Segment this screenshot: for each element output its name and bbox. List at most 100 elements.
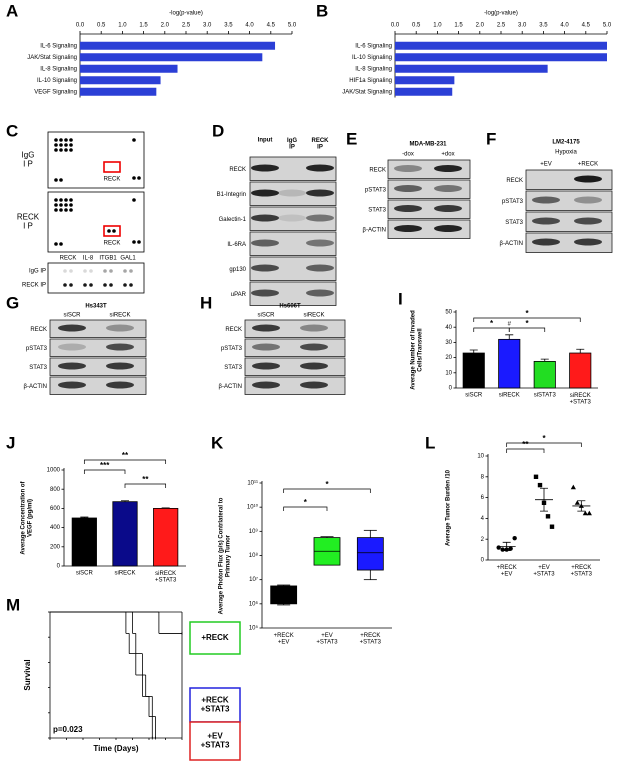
blot-band	[574, 217, 602, 225]
significance-bracket	[506, 448, 545, 453]
highlight-label: RECK	[104, 177, 121, 183]
strip-spot	[89, 269, 93, 273]
error-bar	[540, 487, 548, 512]
point	[582, 510, 588, 516]
significance-label: *	[304, 498, 308, 507]
blot-row-label: STAT3	[505, 220, 523, 226]
strip-spot	[123, 269, 127, 273]
array-spot	[64, 143, 68, 147]
error-bar	[540, 358, 549, 362]
blot-row-label: STAT3	[29, 365, 47, 371]
y-tick-label: 20	[445, 355, 452, 361]
blot-band	[300, 381, 328, 389]
x-tick-label: 5.0	[288, 23, 297, 29]
strip-spot	[123, 283, 127, 287]
panel-letter: K	[211, 433, 224, 452]
array-spot	[54, 203, 58, 207]
y-tick-label: 10⁶	[249, 600, 259, 607]
blot-column-label: -dox	[402, 152, 414, 158]
blot-band	[251, 214, 279, 222]
legend-label: +RECK	[201, 633, 229, 642]
y-tick-label: 400	[50, 525, 61, 531]
legend-box	[189, 687, 241, 723]
annotation: p=0.023	[53, 725, 83, 734]
x-tick-label: 0.5	[412, 23, 421, 29]
y-tick-label: JAK/Stat Signaling	[342, 89, 392, 95]
blot-lane	[244, 357, 346, 376]
significance-bracket	[124, 483, 167, 488]
significance-label: ***	[100, 461, 110, 470]
x-tick-label: 1.0	[433, 23, 442, 29]
error-bar	[469, 349, 478, 354]
array-spot	[132, 138, 136, 142]
strip-spot	[69, 269, 73, 273]
blot-lane	[525, 169, 613, 190]
blot-band	[106, 324, 134, 332]
blot-column-label: +RECK	[578, 162, 598, 168]
legend-label: +RECK +STAT3	[201, 696, 230, 714]
blot-band	[574, 238, 602, 246]
blot-lane	[49, 357, 147, 376]
y-tick-label: 800	[50, 487, 61, 493]
blot-band	[300, 343, 328, 351]
x-tick-label: 1.5	[454, 23, 463, 29]
bar	[71, 517, 97, 567]
panel-letter: B	[316, 1, 328, 20]
blot-band	[306, 289, 334, 297]
strip-spot	[89, 283, 93, 287]
x-tick-label: 2.0	[476, 23, 485, 29]
array-spot	[137, 176, 141, 180]
error-bar	[80, 516, 89, 518]
blot-row-label: RECK	[229, 167, 246, 173]
y-tick-label: IL-8 Signaling	[355, 66, 392, 72]
array-spot	[59, 178, 63, 182]
array-spot	[59, 143, 63, 147]
blot-lane	[525, 190, 613, 211]
bar	[395, 76, 455, 85]
y-tick-label: 10	[445, 370, 452, 376]
blot-column-label: +dox	[441, 152, 454, 158]
array-spot	[59, 208, 63, 212]
significance-bracket	[283, 488, 371, 493]
blot-band	[434, 225, 462, 232]
blot-row-label: RECK	[369, 168, 386, 174]
blot-lane	[525, 211, 613, 232]
x-tick-label: siRECK	[499, 393, 520, 399]
blot-band	[251, 239, 279, 247]
array-spot	[64, 203, 68, 207]
blot-subtitle: Hypoxia	[555, 150, 577, 156]
bar	[395, 87, 453, 96]
bar	[80, 64, 178, 73]
point	[545, 514, 551, 519]
panel-letter: G	[6, 293, 19, 312]
array-spot	[112, 229, 116, 233]
x-tick-label: 4.5	[267, 23, 276, 29]
blot-band	[251, 164, 279, 172]
significance-label: **	[142, 475, 149, 484]
array-spot	[64, 148, 68, 152]
legend-box	[189, 721, 241, 761]
array-spot	[54, 242, 58, 246]
strip-spot	[109, 269, 113, 273]
highlight-label: RECK	[104, 241, 121, 247]
blot-column-label: RECK IP	[311, 138, 329, 151]
array-spot	[64, 198, 68, 202]
y-tick-label: 10	[477, 454, 484, 460]
blot-band	[306, 214, 334, 222]
y-tick-label: IL-10 Signaling	[37, 78, 77, 84]
blot-lane	[244, 376, 346, 395]
strip-column-label: RECK	[60, 256, 77, 262]
blot-band	[252, 381, 280, 389]
y-tick-label: 10⁹	[249, 528, 259, 535]
blot-row-label: gp130	[229, 267, 246, 273]
blot-row-label: IL-6RA	[227, 242, 246, 248]
panel-letter: F	[486, 129, 496, 148]
error-bar	[576, 348, 585, 354]
bar	[112, 501, 138, 567]
y-tick-label: HIF1a Signaling	[349, 78, 392, 84]
blot-band	[58, 343, 86, 351]
y-tick-label: IL-6 Signaling	[355, 43, 392, 49]
y-axis-title: Average Number of InvadedCells/Transwell	[410, 310, 423, 390]
blot-title: Hs606T	[279, 304, 301, 310]
blot-row-label: B1-Integrin	[217, 192, 246, 198]
